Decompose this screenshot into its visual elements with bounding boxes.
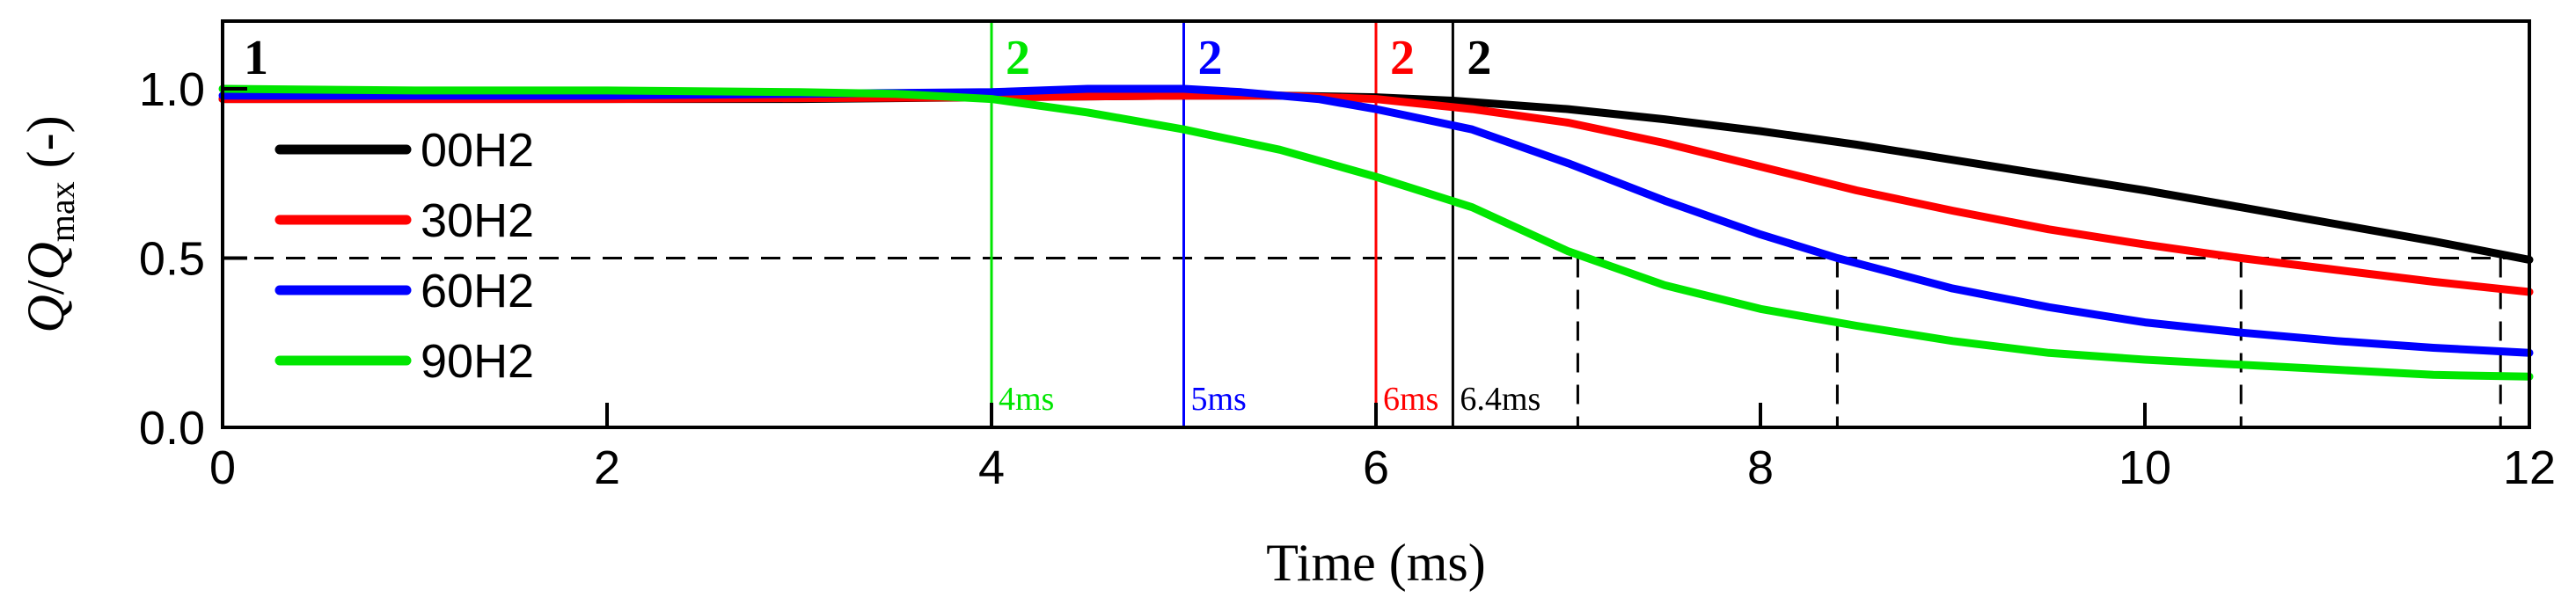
x-axis-title: Time (ms) xyxy=(1266,534,1486,592)
phase-label-2: 2 xyxy=(1198,31,1223,85)
legend-label-00h2: 00H2 xyxy=(421,124,534,177)
axes: 0 2 4 6 8 10 12 0.0 0.5 1.0 xyxy=(139,63,2556,494)
x-tick-label: 2 xyxy=(594,441,620,494)
y-axis-title-sub: max xyxy=(42,181,82,242)
series-lines xyxy=(218,84,2534,381)
y-axis-title-slash: / xyxy=(17,280,75,295)
series-line-30h2 xyxy=(218,91,2534,296)
x-tick-label: 12 xyxy=(2503,441,2556,494)
legend-label-30h2: 30H2 xyxy=(421,194,534,247)
legend: 00H2 30H2 60H2 90H2 xyxy=(274,124,534,388)
marker-time-label: 4ms xyxy=(999,381,1054,418)
x-tick-label: 4 xyxy=(978,441,1005,494)
y-axis-title: Q/Qmax (-) xyxy=(17,115,82,332)
legend-label-60h2: 60H2 xyxy=(421,265,534,317)
series-line-60h2 xyxy=(218,84,2534,357)
marker-time-label: 5ms xyxy=(1191,381,1247,418)
y-axis-title-q: Q xyxy=(17,295,75,332)
x-tick-label: 8 xyxy=(1747,441,1774,494)
x-tick-label: 10 xyxy=(2119,441,2171,494)
y-tick-label: 1.0 xyxy=(139,63,205,116)
phase-label-2: 2 xyxy=(1006,31,1030,85)
legend-label-90h2: 90H2 xyxy=(421,335,534,388)
marker-time-label: 6.4ms xyxy=(1460,381,1540,418)
y-tick-label: 0.0 xyxy=(139,402,205,455)
marker-labels: 1 2 4ms 2 5ms 2 6ms 2 6.4ms xyxy=(244,31,1540,418)
y-axis-title-qmax: Q xyxy=(17,242,75,280)
phase-label-2: 2 xyxy=(1390,31,1415,85)
y-tick-label: 0.5 xyxy=(139,233,205,286)
y-axis-title-unit: (-) xyxy=(17,115,75,181)
phase-label-2: 2 xyxy=(1467,31,1491,85)
x-tick-label: 6 xyxy=(1363,441,1389,494)
phase-label-1: 1 xyxy=(244,31,268,85)
series-line-90h2 xyxy=(218,84,2534,381)
x-tick-label: 0 xyxy=(209,441,236,494)
marker-time-label: 6ms xyxy=(1383,381,1438,418)
